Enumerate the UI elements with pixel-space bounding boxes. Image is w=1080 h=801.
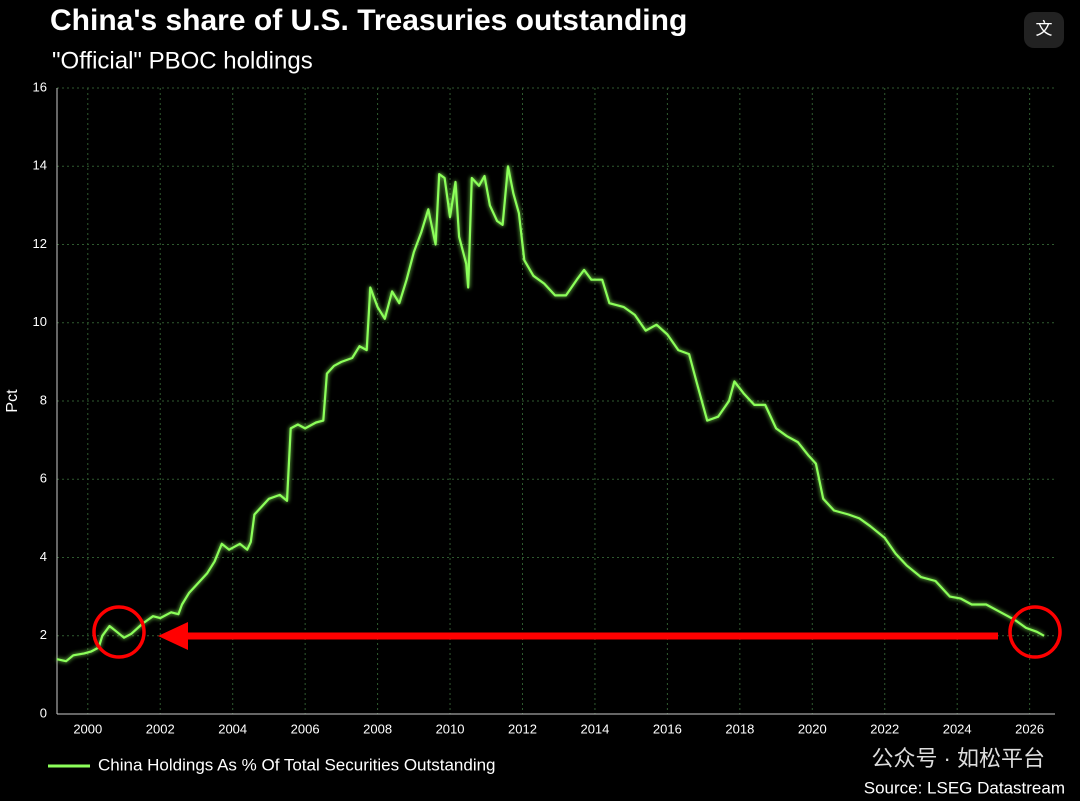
x-tick-label: 2022 xyxy=(870,721,899,736)
y-tick-label: 6 xyxy=(40,471,47,486)
y-tick-label: 16 xyxy=(33,79,47,94)
y-tick-label: 14 xyxy=(33,158,47,173)
x-tick-label: 2012 xyxy=(508,721,537,736)
watermark: 公众号 · 如松平台 xyxy=(871,746,1045,771)
x-tick-label: 2020 xyxy=(798,721,827,736)
chart-subtitle: "Official" PBOC holdings xyxy=(52,47,313,74)
x-tick-label: 2008 xyxy=(363,721,392,736)
x-tick-label: 2002 xyxy=(146,721,175,736)
x-tick-label: 2010 xyxy=(436,721,465,736)
plot-area: 0 2 4 6 8 10 12 14 16 2000 2002 2004 2006 2008 2010 201… xyxy=(33,79,1055,736)
y-tick-label: 8 xyxy=(40,392,47,407)
y-tick-label: 2 xyxy=(40,627,47,642)
y-tick-label: 0 xyxy=(40,705,47,720)
arrow-head xyxy=(158,622,188,650)
chart-title: China's share of U.S. Treasuries outstan… xyxy=(50,4,687,37)
translate-button[interactable] xyxy=(1024,12,1064,48)
y-tick-label: 12 xyxy=(33,236,47,251)
x-tick-label: 2000 xyxy=(73,721,102,736)
highlight-circle xyxy=(92,605,146,659)
y-tick-label: 4 xyxy=(40,549,47,564)
x-tick-label: 2024 xyxy=(943,721,972,736)
source-note: Source: LSEG Datastream xyxy=(864,778,1065,797)
y-axis-label: Pct xyxy=(4,389,21,413)
x-tick-label: 2026 xyxy=(1015,721,1044,736)
data-line xyxy=(56,165,1045,663)
translate-icon[interactable]: 文 xyxy=(1036,19,1053,38)
x-tick-label: 2018 xyxy=(725,721,754,736)
y-tick-label: 10 xyxy=(33,314,47,329)
highlight-circle xyxy=(1008,605,1062,659)
legend-label: China Holdings As % Of Total Securities … xyxy=(98,755,496,774)
x-tick-label: 2016 xyxy=(653,721,682,736)
x-tick-label: 2004 xyxy=(218,721,247,736)
x-tick-label: 2014 xyxy=(580,721,609,736)
x-tick-label: 2006 xyxy=(291,721,320,736)
